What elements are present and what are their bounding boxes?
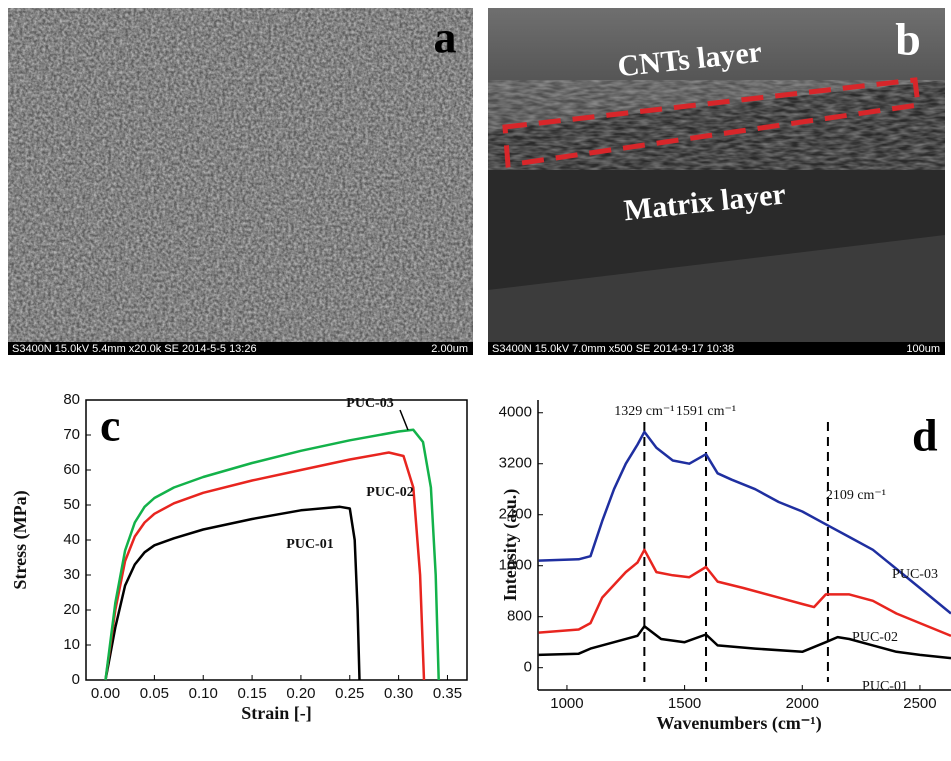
x-tick-label: 0.35 — [433, 685, 462, 702]
series-line — [539, 432, 951, 614]
y-tick-label: 20 — [63, 601, 80, 618]
series-label: PUC-03 — [346, 396, 393, 411]
panel-label: b — [895, 14, 921, 65]
y-tick-label: 80 — [63, 391, 80, 408]
label-arrow — [400, 410, 408, 430]
y-tick-label: 30 — [63, 566, 80, 583]
x-tick-label: 0.10 — [189, 685, 218, 702]
y-tick-label: 3200 — [499, 455, 532, 472]
plot-frame — [86, 400, 467, 680]
panel-label: d — [912, 410, 938, 461]
x-axis-label: Strain [-] — [241, 703, 312, 723]
x-tick-label: 0.15 — [237, 685, 266, 702]
y-axis-label: Intensity (a.u.) — [500, 489, 521, 602]
sem-image-b: S3400N 15.0kV 7.0mm x500 SE 2014-9-17 10… — [488, 8, 945, 355]
y-tick-label: 40 — [63, 531, 80, 548]
series-label: PUC-02 — [852, 630, 898, 645]
peak-label: 1591 cm⁻¹ — [676, 404, 736, 419]
figure: S3400N 15.0kV 5.4mm x20.0k SE 2014-5-5 1… — [0, 0, 951, 761]
series-line — [106, 507, 360, 680]
x-tick-label: 1500 — [668, 695, 701, 712]
y-tick-label: 70 — [63, 426, 80, 443]
x-tick-label: 0.00 — [91, 685, 120, 702]
y-tick-label: 4000 — [499, 404, 532, 421]
panel-label: a — [434, 12, 457, 63]
y-tick-label: 800 — [507, 608, 532, 625]
y-tick-label: 0 — [524, 659, 532, 676]
x-tick-label: 2500 — [903, 695, 936, 712]
image-info: S3400N 15.0kV 5.4mm x20.0k SE 2014-5-5 1… — [12, 343, 257, 355]
x-tick-label: 0.05 — [140, 685, 169, 702]
x-tick-label: 0.30 — [384, 685, 413, 702]
y-tick-label: 0 — [72, 671, 80, 688]
x-tick-label: 0.20 — [286, 685, 315, 702]
y-tick-label: 50 — [63, 496, 80, 513]
series-label: PUC-01 — [862, 679, 908, 694]
x-tick-label: 0.25 — [335, 685, 364, 702]
peak-label: 1329 cm⁻¹ — [614, 404, 674, 419]
x-axis-label: Wavenumbers (cm⁻¹) — [656, 713, 821, 734]
x-tick-label: 2000 — [786, 695, 819, 712]
y-axis-label: Stress (MPa) — [10, 490, 31, 589]
y-tick-label: 60 — [63, 461, 80, 478]
series-label: PUC-03 — [892, 567, 938, 582]
image-scale: 2.00um — [431, 343, 468, 355]
series-line — [106, 430, 439, 680]
x-tick-label: 1000 — [550, 695, 583, 712]
image-scale: 100um — [906, 343, 940, 355]
series-label: PUC-02 — [366, 485, 413, 500]
y-tick-label: 10 — [63, 636, 80, 653]
panel-label: c — [100, 400, 120, 451]
peak-label: 2109 cm⁻¹ — [826, 488, 886, 503]
image-info: S3400N 15.0kV 7.0mm x500 SE 2014-9-17 10… — [492, 343, 734, 355]
series-label: PUC-01 — [286, 537, 333, 552]
sem-image-a: S3400N 15.0kV 5.4mm x20.0k SE 2014-5-5 1… — [8, 8, 473, 355]
